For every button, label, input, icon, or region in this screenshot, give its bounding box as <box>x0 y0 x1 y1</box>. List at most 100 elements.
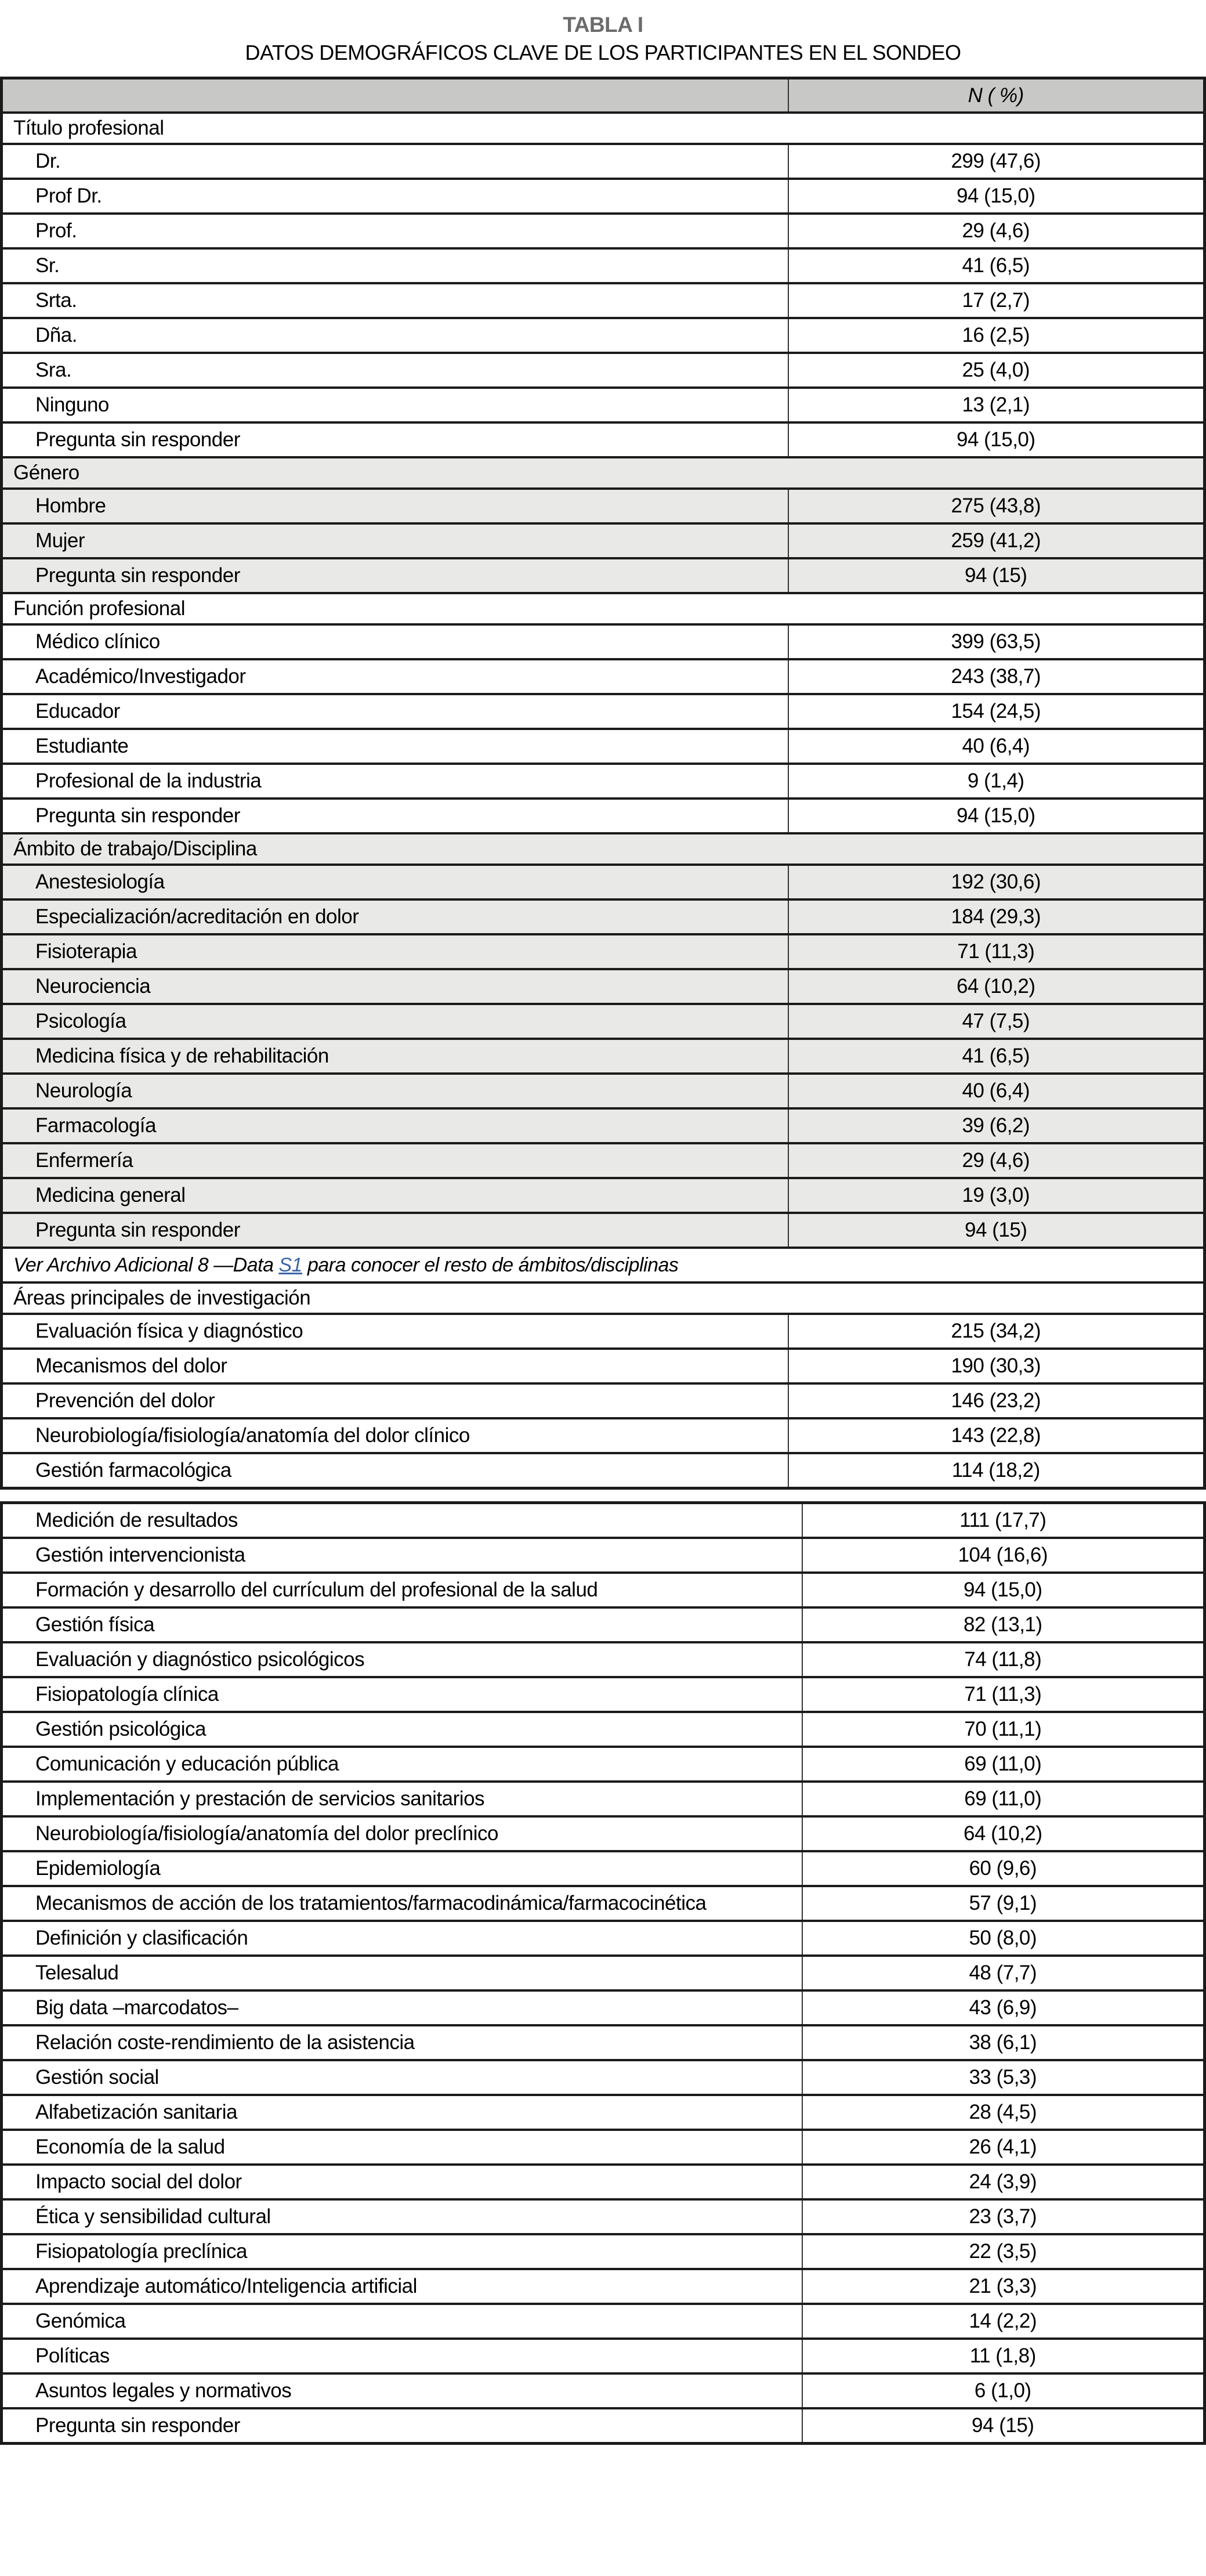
table-row: Neurobiología/fisiología/anatomía del do… <box>1 1418 1205 1454</box>
table-title: TABLA I <box>563 13 643 37</box>
table-row: Educador 154 (24,5) <box>1 694 1205 730</box>
row-label-text: Alfabetización sanitaria <box>35 2101 237 2123</box>
section-header-row: Ámbito de trabajo/Disciplina <box>1 833 1205 866</box>
row-label-text: Medicina general <box>35 1184 186 1206</box>
row-label-text: Neurología <box>35 1079 132 1102</box>
row-value: 6 (1,0) <box>801 2373 1205 2409</box>
row-label: Sra. <box>1 353 788 389</box>
row-label-text: Fisiopatología clínica <box>35 1683 219 1706</box>
row-value: 40 (6,4) <box>787 729 1205 765</box>
row-label: Farmacología <box>1 1108 788 1144</box>
table-row: Comunicación y educación pública 69 (11,0… <box>1 1747 1205 1783</box>
row-value: 13 (2,1) <box>787 388 1205 424</box>
row-label: Anestesiología <box>1 865 788 901</box>
table-row: Fisiopatología clínica 71 (11,3) <box>1 1677 1205 1713</box>
row-label: Epidemiología <box>1 1851 802 1887</box>
data-s1-link[interactable]: S1 <box>278 1253 303 1276</box>
table-row: Big data –marcodatos– 43 (6,9) <box>1 1990 1205 2026</box>
table-row: Estudiante 40 (6,4) <box>1 729 1205 765</box>
row-label: Sr. <box>1 248 788 284</box>
table-row: Dña. 16 (2,5) <box>1 318 1205 354</box>
table-row: Relación coste-rendimiento de la asisten… <box>1 2025 1205 2061</box>
row-label: Evaluación y diagnóstico psicológicos <box>1 1642 802 1678</box>
row-label: Médico clínico <box>1 624 788 660</box>
row-value: 38 (6,1) <box>801 2025 1205 2061</box>
row-value: 40 (6,4) <box>787 1074 1205 1110</box>
table-row: Impacto social del dolor 24 (3,9) <box>1 2165 1205 2201</box>
row-label-text: Evaluación y diagnóstico psicológicos <box>35 1648 365 1671</box>
row-label: Neurología <box>1 1074 788 1110</box>
table-row: Gestión farmacológica 114 (18,2) <box>1 1453 1205 1490</box>
row-label: Fisiopatología clínica <box>1 1677 802 1713</box>
demographics-table-part-1: N ( %) Título profesional Dr. 299 (47,6) Pr… <box>0 77 1206 1490</box>
row-value: 146 (23,2) <box>787 1383 1205 1419</box>
table-row: Economía de la salud 26 (4,1) <box>1 2130 1205 2166</box>
page: TABLA I DATOS DEMOGRÁFICOS CLAVE DE LOS … <box>0 12 1206 2445</box>
table-row: Implementación y prestación de servicios… <box>1 1782 1205 1818</box>
row-value: 275 (43,8) <box>787 489 1205 525</box>
row-value: 50 (8,0) <box>801 1921 1205 1957</box>
row-label: Mujer <box>1 523 788 559</box>
row-label-text: Gestión física <box>35 1613 155 1636</box>
row-label: Gestión social <box>1 2060 802 2096</box>
section-header-label: Ámbito de trabajo/Disciplina <box>1 833 1205 866</box>
row-value: 299 (47,6) <box>787 144 1205 180</box>
row-label-text: Anestesiología <box>35 870 165 893</box>
demographics-table-part-2: Medición de resultados 111 (17,7) Gestión … <box>0 1501 1206 2445</box>
row-value: 94 (15,0) <box>787 179 1205 215</box>
row-label: Gestión física <box>1 1607 802 1643</box>
row-value: 47 (7,5) <box>787 1004 1205 1040</box>
row-label-text: Profesional de la industria <box>35 769 262 792</box>
row-label-text: Mecanismos de acción de los tratamientos… <box>35 1892 707 1914</box>
row-value: 82 (13,1) <box>801 1607 1205 1643</box>
row-label-text: Implementación y prestación de servicios… <box>35 1787 485 1810</box>
table-row: Políticas 11 (1,8) <box>1 2339 1205 2375</box>
row-value: 69 (11,0) <box>801 1747 1205 1783</box>
row-label-text: Estudiante <box>35 735 129 757</box>
table-row: Mecanismos de acción de los tratamientos… <box>1 1886 1205 1922</box>
row-value: 215 (34,2) <box>787 1314 1205 1350</box>
row-value: 24 (3,9) <box>801 2165 1205 2201</box>
row-label-text: Mujer <box>35 529 85 552</box>
header-n-percent-cell: N ( %) <box>787 78 1205 114</box>
row-label: Relación coste-rendimiento de la asisten… <box>1 2025 802 2061</box>
table-row: Ética y sensibilidad cultural 23 (3,7) <box>1 2199 1205 2235</box>
row-label: Ninguno <box>1 388 788 424</box>
table-row: Ninguno 13 (2,1) <box>1 388 1205 424</box>
row-value: 94 (15) <box>787 1213 1205 1249</box>
table-row: Psicología 47 (7,5) <box>1 1004 1205 1040</box>
row-label-text: Sra. <box>35 359 72 381</box>
section-header-label: Áreas principales de investigación <box>1 1282 1205 1315</box>
row-label: Pregunta sin responder <box>1 2408 802 2445</box>
row-value: 192 (30,6) <box>787 865 1205 901</box>
table-row: Definición y clasificación 50 (8,0) <box>1 1921 1205 1957</box>
row-label-text: Médico clínico <box>35 630 160 653</box>
table-caption: TABLA I DATOS DEMOGRÁFICOS CLAVE DE LOS … <box>0 12 1206 66</box>
row-label: Psicología <box>1 1004 788 1040</box>
row-label-text: Impacto social del dolor <box>35 2170 242 2193</box>
row-value: 26 (4,1) <box>801 2130 1205 2166</box>
row-label: Impacto social del dolor <box>1 2165 802 2201</box>
table-row: Srta. 17 (2,7) <box>1 283 1205 319</box>
table-subtitle: DATOS DEMOGRÁFICOS CLAVE DE LOS PARTICIP… <box>245 41 961 64</box>
table-row: Dr. 299 (47,6) <box>1 144 1205 180</box>
row-value: 243 (38,7) <box>787 659 1205 695</box>
table-row: Asuntos legales y normativos 6 (1,0) <box>1 2373 1205 2409</box>
row-value: 64 (10,2) <box>801 1816 1205 1852</box>
row-label-text: Ética y sensibilidad cultural <box>35 2205 271 2228</box>
row-value: 94 (15,0) <box>787 422 1205 458</box>
row-value: 17 (2,7) <box>787 283 1205 319</box>
section-header-row: Función profesional <box>1 593 1205 626</box>
row-label-text: Relación coste-rendimiento de la asisten… <box>35 2031 415 2054</box>
table-row: Medicina física y de rehabilitación 41 (6… <box>1 1039 1205 1075</box>
table-row: Mecanismos del dolor 190 (30,3) <box>1 1349 1205 1385</box>
row-value: 111 (17,7) <box>801 1502 1205 1539</box>
row-label: Comunicación y educación pública <box>1 1747 802 1783</box>
row-label: Estudiante <box>1 729 788 765</box>
row-label: Políticas <box>1 2339 802 2375</box>
row-label-text: Fisioterapia <box>35 940 137 963</box>
row-value: 74 (11,8) <box>801 1642 1205 1678</box>
table-row: Fisiopatología preclínica 22 (3,5) <box>1 2234 1205 2270</box>
row-label-text: Gestión psicológica <box>35 1718 207 1740</box>
row-value: 22 (3,5) <box>801 2234 1205 2270</box>
